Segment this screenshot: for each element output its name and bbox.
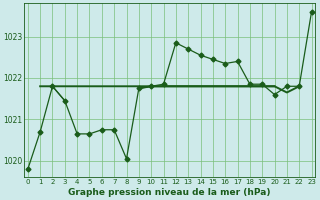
X-axis label: Graphe pression niveau de la mer (hPa): Graphe pression niveau de la mer (hPa) [68,188,271,197]
